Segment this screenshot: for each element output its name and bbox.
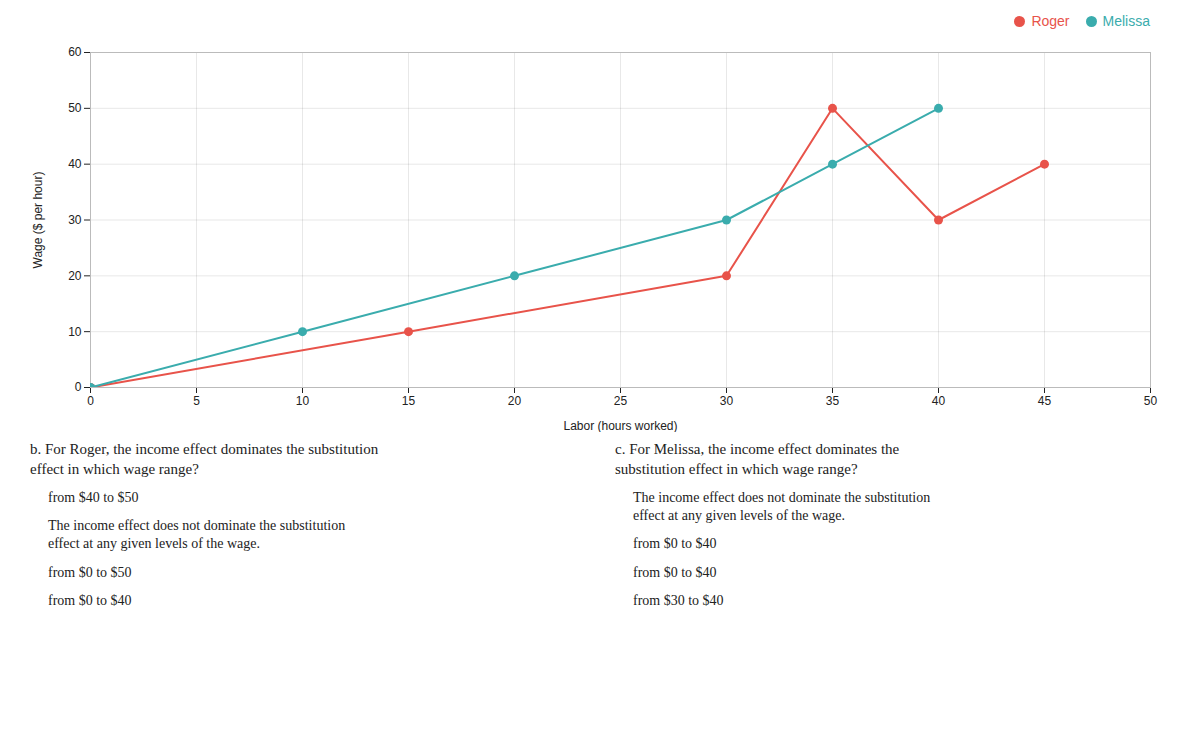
html-text:b. For Roger, the income effec: b. For Roger, the income effect dominate… — [30, 441, 379, 477]
html-text:from $30 to $40: from $30 to $40 — [633, 592, 724, 608]
svg-text:25: 25 — [614, 394, 628, 408]
html-text:from $0 to $40: from $0 to $40 — [633, 536, 717, 552]
html-text:from $0 to $40: from $0 to $40 — [48, 592, 132, 608]
svg-text:20: 20 — [508, 394, 522, 408]
html-text:from $0 to $40: from $0 to $40 — [633, 564, 717, 580]
svg-text:Wage ($ per hour): Wage ($ per hour) — [31, 172, 45, 269]
html-text:c. For Melissa, the income eff: c. For Melissa, the income effect domina… — [615, 441, 900, 477]
svg-text:50: 50 — [1144, 394, 1158, 408]
svg-text:Labor (hours worked): Labor (hours worked) — [563, 419, 677, 433]
svg-text:10: 10 — [296, 394, 310, 408]
svg-text:50: 50 — [68, 101, 82, 115]
svg-text:10: 10 — [68, 325, 82, 339]
svg-text:45: 45 — [1038, 394, 1052, 408]
svg-text:0: 0 — [87, 394, 94, 408]
html-text:from $40 to $50: from $40 to $50 — [48, 490, 139, 505]
svg-text:30: 30 — [68, 213, 82, 227]
html-text:from $0 to $50: from $0 to $50 — [48, 564, 132, 580]
svg-text:0: 0 — [75, 380, 82, 394]
html-text:The income effect does not dom: The income effect does not dominate the … — [633, 490, 931, 524]
svg-text:30: 30 — [720, 394, 734, 408]
svg-text:40: 40 — [68, 157, 82, 171]
svg-text:5: 5 — [193, 394, 200, 408]
html-text:The income effect does not dom: The income effect does not dominate the … — [48, 518, 346, 552]
svg-text:40: 40 — [932, 394, 946, 408]
html-text:Melissa: Melissa — [1102, 13, 1150, 29]
html-text:Roger: Roger — [1031, 13, 1070, 29]
svg-text:35: 35 — [826, 394, 840, 408]
svg-text:15: 15 — [402, 394, 416, 408]
svg-text:20: 20 — [68, 269, 82, 283]
svg-text:60: 60 — [68, 45, 82, 59]
